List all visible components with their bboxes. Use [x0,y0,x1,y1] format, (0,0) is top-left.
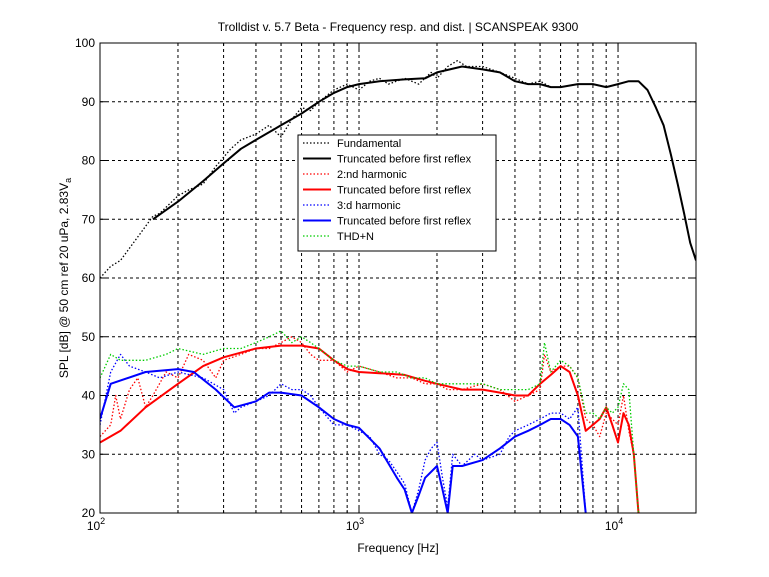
legend-label: Fundamental [337,138,401,150]
plot-area [99,42,697,514]
x-tick-exp: 2 [100,516,105,526]
y-axis-label: SPL [dB] @ 50 cm ref 20 uPa, 2.83Va [57,178,73,378]
series [100,59,696,513]
y-tick-label: 60 [82,271,96,285]
y-tick-label: 80 [82,154,96,168]
x-tick-base: 10 [605,519,619,533]
y-tick-label: 20 [82,506,96,520]
plot-border [99,42,697,514]
y-tick-label: 40 [82,389,96,403]
x-tick-exp: 4 [618,516,623,526]
x-tick-base: 10 [87,519,101,533]
chart-title: Trolldist v. 5.7 Beta - Frequency resp. … [218,20,579,34]
x-tick-labels: 102 103 104 [87,516,623,533]
y-tick-label: 90 [82,95,96,109]
x-axis-label: Frequency [Hz] [357,541,438,555]
y-tick-label: 100 [75,36,95,50]
series-line-3 [100,336,640,513]
y-tick-label: 70 [82,212,96,226]
x-tick-label: 102 [87,516,105,533]
y-tick-labels: 20 30 40 50 60 70 80 90 100 [75,36,95,520]
legend-label: 2:nd harmonic [337,169,407,181]
x-tick-base: 10 [346,519,360,533]
legend-label: THD+N [337,231,374,243]
legend-box [297,134,497,252]
legend-label: Truncated before first reflex [337,216,472,228]
series-line-2 [152,65,696,261]
y-tick-label: 50 [82,330,96,344]
x-tick-label: 103 [346,516,364,533]
legend-label: Truncated before first reflex [337,185,472,197]
y-tick-label: 30 [82,447,96,461]
x-tick-label: 104 [605,516,623,533]
x-tick-exp: 3 [359,516,364,526]
y-axis-label-sub: a [63,178,73,183]
grid [100,43,696,513]
legend: Fundamental Truncated before first reflex… [297,134,497,252]
legend-label: Truncated before first reflex [337,154,472,166]
series-line-6 [100,368,587,513]
y-axis-label-main: SPL [dB] @ 50 cm ref 20 uPa, 2.83V [57,183,71,378]
series-line-4 [100,344,640,513]
series-line-5 [100,353,587,513]
legend-label: 3:d harmonic [337,200,401,212]
series-line-1 [100,59,696,279]
